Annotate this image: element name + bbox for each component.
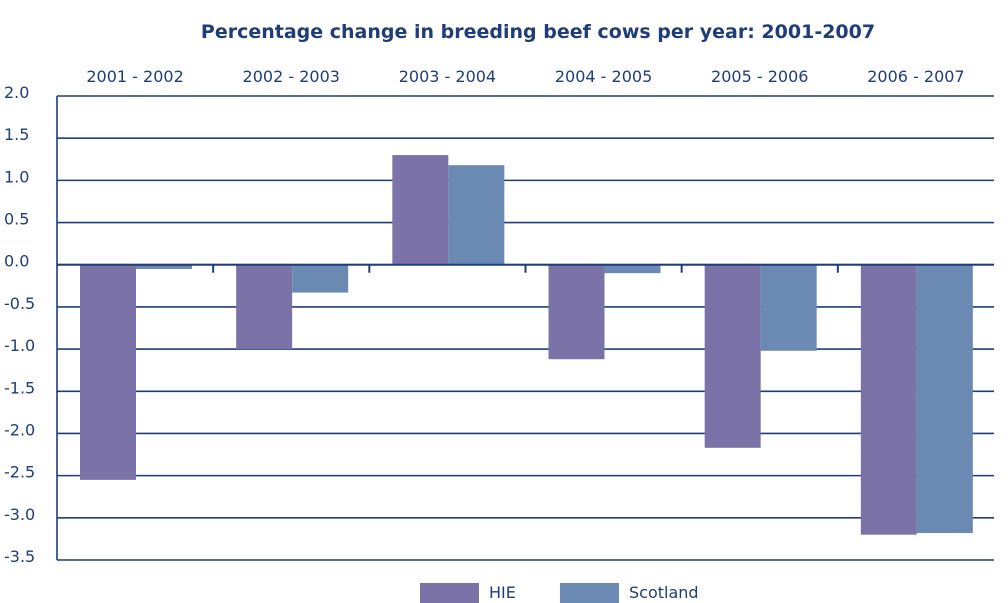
y-tick-label: -3.5 (4, 547, 35, 566)
legend-swatch-scotland (560, 583, 619, 603)
tick-label-layer: 2.0 1.5 1.0 0.5 0.0 -0.5 -1.0 -1.5 -2.0 -2.5 -3.0 -… (4, 83, 35, 566)
bar-hie (236, 264, 293, 350)
bar-scotland (604, 264, 661, 274)
bar-scotland (760, 264, 817, 351)
category-label: 2005 - 2006 (711, 67, 808, 86)
bar-layer (80, 155, 973, 535)
bar-hie (860, 264, 917, 535)
y-tick-label: -0.5 (4, 294, 35, 313)
y-tick-label: 2.0 (4, 83, 29, 102)
axis-layer (56, 96, 994, 560)
y-tick-label: -1.0 (4, 336, 35, 355)
category-label: 2006 - 2007 (867, 67, 964, 86)
bar-scotland (448, 165, 505, 265)
y-tick-label: -3.0 (4, 505, 35, 524)
bar-hie (80, 264, 136, 480)
bar-hie (548, 264, 605, 360)
bar-scotland (292, 264, 349, 293)
y-tick-label: 0.5 (4, 210, 29, 229)
bar-hie (392, 155, 449, 265)
legend-label-hie: HIE (489, 583, 516, 602)
legend: HIE Scotland (420, 583, 699, 603)
y-tick-label: 0.0 (4, 252, 29, 271)
bar-hie (704, 264, 761, 448)
category-label: 2002 - 2003 (243, 67, 340, 86)
legend-label-scotland: Scotland (629, 583, 699, 602)
y-tick-label: 1.5 (4, 125, 29, 144)
bar-scotland (916, 264, 973, 534)
category-label: 2001 - 2002 (86, 67, 183, 86)
y-tick-label: -2.5 (4, 463, 35, 482)
chart-title: Percentage change in breeding beef cows … (201, 21, 875, 43)
category-label-layer: 2001 - 2002 2002 - 2003 2003 - 2004 2004 - … (86, 67, 964, 86)
legend-swatch-hie (420, 583, 479, 603)
y-tick-label: -1.5 (4, 378, 35, 397)
y-tick-label: -2.0 (4, 420, 35, 439)
category-label: 2004 - 2005 (555, 67, 652, 86)
y-tick-label: 1.0 (4, 167, 29, 186)
grid-layer (57, 95, 994, 561)
bar-scotland (136, 264, 192, 269)
category-label: 2003 - 2004 (399, 67, 496, 86)
